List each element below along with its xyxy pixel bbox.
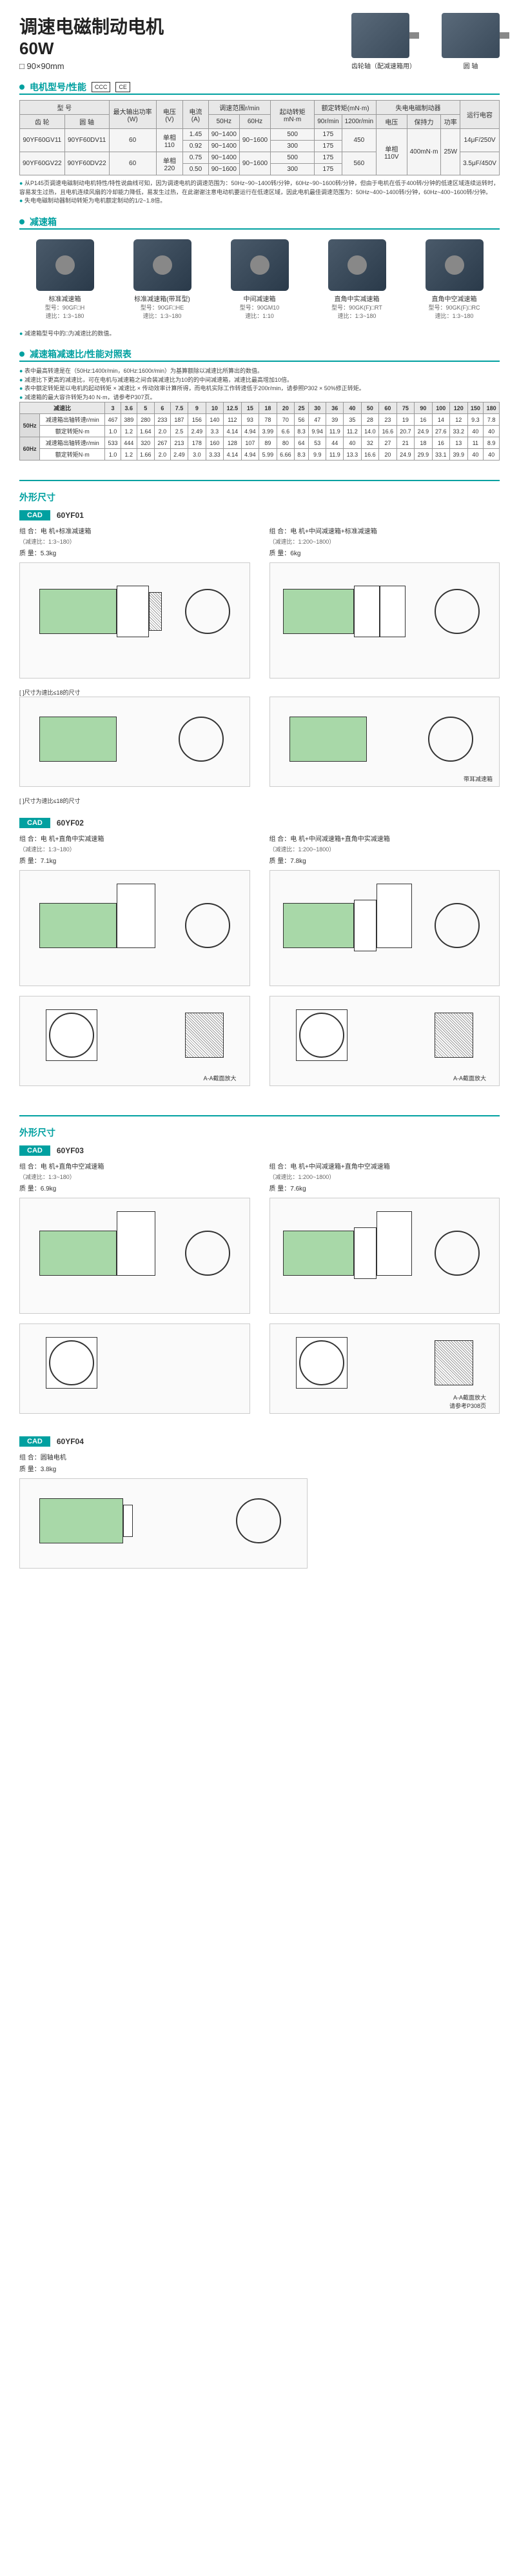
cad-section: CAD60YF04 组 合：圆轴电机质 量：3.8kg — [19, 1436, 500, 1569]
bullet-icon: ● — [19, 394, 23, 401]
spec-table: 型 号 最大输出功率(W) 电压(V) 电流(A) 调速范围r/min 起动转矩… — [19, 100, 500, 175]
cad-tag: CAD — [19, 818, 50, 828]
technical-drawing: A-A截面放大 — [269, 996, 500, 1086]
cad-section: CAD60YF02 组 合：电 机+直角中实减速箱（减速比：1:3~180）质 … — [19, 818, 500, 1096]
bullet-icon: ● — [19, 197, 23, 204]
drawing-note: [ ]尺寸为速比≤18的尺寸 — [19, 688, 500, 697]
power-rating: 60W — [19, 39, 164, 59]
gearbox-item: 直角中空减速箱型号：90GK(F)□RC速比：1:3~180 — [409, 239, 500, 320]
bullet-icon: ● — [19, 330, 23, 337]
technical-drawing: 带耳减速箱 — [269, 697, 500, 787]
ratio-table: 减速比33.6567.591012.5151820253036405060759… — [19, 402, 500, 461]
gearbox-image — [133, 239, 191, 291]
cert-ce: CE — [115, 82, 130, 92]
page-title: 调速电磁制动电机 — [19, 13, 164, 39]
technical-drawing — [19, 697, 250, 787]
cad-model: 60YF02 — [57, 818, 84, 827]
section-header-gearbox: 减速箱 — [19, 215, 500, 230]
technical-drawing — [269, 870, 500, 986]
bullet-icon: ● — [19, 377, 23, 383]
gearbox-image — [231, 239, 289, 291]
section-title: 电机型号/性能 — [30, 81, 86, 94]
section-header-ratio: 减速箱减速比/性能对照表 — [19, 348, 500, 362]
technical-drawing — [19, 1323, 250, 1414]
gearbox-item: 中间减速箱型号：90GM10速比：1:10 — [214, 239, 305, 320]
drawing-note: [ ]尺寸为速比≤18的尺寸 — [19, 797, 500, 805]
section-title-dim: 外形尺寸 — [19, 1126, 500, 1139]
motor-image-gear — [351, 13, 409, 58]
cad-model: 60YF03 — [57, 1146, 84, 1155]
technical-drawing — [19, 1198, 250, 1314]
gearbox-list: 标准减速箱型号：90GF□H速比：1:3~180 标准减速箱(带耳型)型号：90… — [19, 239, 500, 320]
bullet-icon — [19, 219, 24, 224]
technical-drawing — [269, 562, 500, 679]
page-header: 调速电磁制动电机 60W □ 90×90mm 齿轮轴（配减速箱用） 圆 轴 — [19, 13, 500, 71]
cad-model: 60YF04 — [57, 1437, 84, 1446]
gearbox-item: 直角中实减速箱型号：90GK(F)□RT速比：1:3~180 — [311, 239, 402, 320]
dimension: □ 90×90mm — [19, 61, 164, 71]
technical-drawing — [19, 1478, 308, 1569]
cad-model: 60YF01 — [57, 511, 84, 520]
bullet-icon — [19, 84, 24, 90]
gearbox-image — [426, 239, 484, 291]
bullet-icon: ● — [19, 368, 23, 374]
motor-label-2: 圆 轴 — [442, 61, 500, 70]
gearbox-item: 标准减速箱(带耳型)型号：90GF□HE速比：1:3~180 — [117, 239, 208, 320]
motor-label-1: 齿轮轴（配减速箱用） — [351, 61, 416, 70]
cad-section: CAD60YF03 组 合：电 机+直角中空减速箱（减速比：1:3~180）质 … — [19, 1145, 500, 1423]
section-title: 减速箱减速比/性能对照表 — [30, 348, 132, 361]
cad-tag: CAD — [19, 1145, 50, 1156]
technical-drawing: A-A截面放大 — [19, 996, 250, 1086]
section-header-spec: 电机型号/性能 CCC CE — [19, 81, 500, 95]
cad-section: CAD60YF01 组 合：电 机+标准减速箱（减速比：1:3~180）质 量：… — [19, 510, 500, 805]
cad-tag: CAD — [19, 1436, 50, 1447]
bullet-icon — [19, 352, 24, 357]
certifications: CCC CE — [92, 82, 130, 92]
technical-drawing: A-A截面放大 请参考P308页 — [269, 1323, 500, 1414]
gearbox-image — [36, 239, 94, 291]
bullet-icon: ● — [19, 180, 23, 186]
ratio-notes: ● 表中最高转速是在（50Hz:1400r/min，60Hz:1600r/min… — [19, 367, 500, 402]
motor-image-round — [442, 13, 500, 58]
technical-drawing — [269, 1198, 500, 1314]
technical-drawing — [19, 870, 250, 986]
section-title-dim: 外形尺寸 — [19, 491, 500, 504]
bullet-icon: ● — [19, 385, 23, 391]
gearbox-image — [328, 239, 386, 291]
spec-notes: ● 从P145页调速电磁制动电机特性/特性说曲线可知，因为调速电机的调速范围为：… — [19, 179, 500, 206]
th-model: 型 号 — [20, 101, 110, 115]
section-title: 减速箱 — [30, 215, 57, 228]
cert-ccc: CCC — [92, 82, 111, 92]
gearbox-item: 标准减速箱型号：90GF□H速比：1:3~180 — [19, 239, 110, 320]
technical-drawing — [19, 562, 250, 679]
cad-tag: CAD — [19, 510, 50, 520]
